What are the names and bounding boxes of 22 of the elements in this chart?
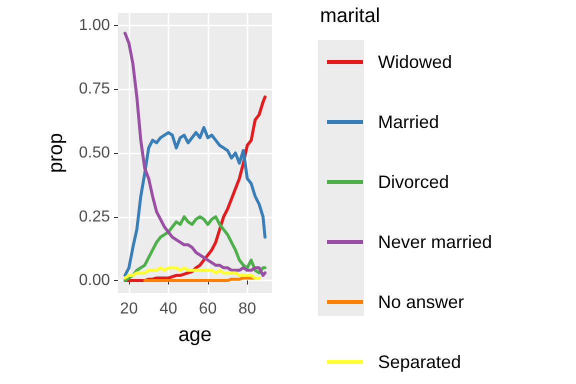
x-tick-label: 80 xyxy=(238,300,256,318)
y-tick-label: 1.00 xyxy=(78,16,110,34)
legend-label: Never married xyxy=(378,232,492,252)
legend-label: Married xyxy=(378,112,440,132)
legend-label: Widowed xyxy=(378,52,452,72)
x-axis-title: age xyxy=(178,324,212,346)
x-tick-label: 20 xyxy=(120,300,138,318)
y-tick-label: 0.50 xyxy=(78,144,110,162)
legend-label: No answer xyxy=(378,292,464,312)
line-series xyxy=(124,266,261,280)
legend-label: Divorced xyxy=(378,172,450,192)
y-tick-label: 0.25 xyxy=(78,208,110,226)
x-tick-label: 40 xyxy=(159,300,178,318)
line-series xyxy=(124,32,266,277)
line-series xyxy=(124,215,266,282)
legend-label: Separated xyxy=(378,352,462,372)
line-series xyxy=(124,126,266,277)
legend-title: marital xyxy=(320,5,380,27)
x-tick-label: 60 xyxy=(198,300,217,318)
y-axis-title: prop xyxy=(45,132,67,174)
y-tick-label: 0.75 xyxy=(78,80,110,98)
y-tick-label: 0.00 xyxy=(78,272,110,290)
